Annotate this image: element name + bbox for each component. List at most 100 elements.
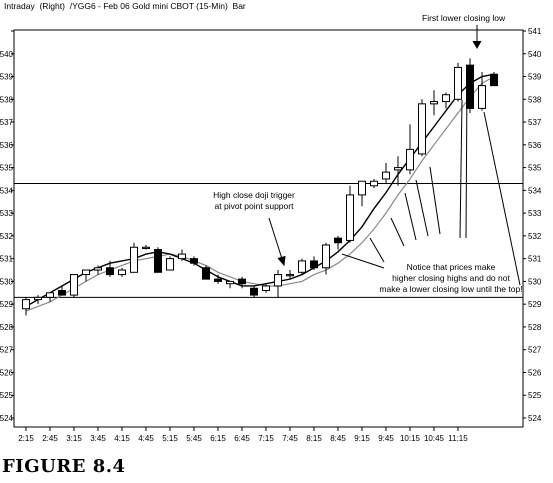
candle — [166, 256, 174, 271]
candle — [178, 249, 186, 261]
candle-body — [70, 274, 78, 296]
candle — [310, 256, 318, 271]
arrow-notice-8 — [465, 81, 468, 239]
y-tick-label-left: 527 — [0, 346, 14, 355]
y-tick-label-right: 527 — [528, 346, 542, 355]
annotation-arrows — [268, 25, 521, 286]
candle-body — [82, 269, 90, 276]
candle-body — [322, 244, 330, 269]
x-tick-label: 10:15 — [400, 434, 421, 443]
y-tick-label-left: 529 — [0, 300, 14, 309]
y-tick-label-right: 524 — [528, 414, 542, 423]
y-tick-label-left: 535 — [0, 164, 14, 173]
header-style: Bar — [232, 1, 246, 11]
candle — [382, 163, 390, 184]
candle — [226, 280, 234, 289]
candle — [202, 265, 210, 280]
annotation-doji-line2: at pivot point support — [214, 201, 294, 211]
y-tick-label-left: 539 — [0, 73, 14, 82]
candle — [106, 260, 114, 277]
y-tick-label-left: 537 — [0, 118, 14, 127]
candle — [322, 242, 330, 275]
x-tick-label: 6:45 — [234, 434, 250, 443]
candle-body — [442, 94, 450, 103]
candle — [298, 258, 306, 275]
candle-body — [454, 66, 462, 100]
moving-average-fast — [25, 73, 495, 308]
candle — [478, 71, 486, 111]
ma-fast-line — [25, 73, 495, 308]
y-tick-label-right: 534 — [528, 186, 542, 195]
x-tick-label: 7:15 — [258, 434, 274, 443]
candle — [238, 276, 246, 289]
header-mode: Intraday — [4, 1, 35, 11]
candle-body — [430, 101, 438, 105]
candle-body — [46, 292, 54, 298]
candle — [190, 256, 198, 266]
arrowhead — [277, 255, 286, 267]
x-tick-label: 11:15 — [448, 434, 468, 443]
arrow-notice-4 — [404, 192, 417, 241]
y-tick-label-right: 528 — [528, 323, 542, 332]
candle-body — [22, 299, 30, 310]
y-tick-label-right: 532 — [528, 232, 542, 241]
candle-body — [262, 285, 270, 292]
candle-body — [310, 260, 318, 269]
candle-body — [34, 296, 42, 301]
y-tick-label-right: 525 — [528, 391, 542, 400]
arrow-doji — [268, 217, 284, 263]
x-tick-label: 3:45 — [90, 434, 106, 443]
candle — [466, 58, 474, 113]
x-tick-label: 2:15 — [18, 434, 34, 443]
candle — [286, 270, 294, 280]
candle-body — [190, 258, 198, 264]
x-tick-label: 2:45 — [42, 434, 58, 443]
candle-body — [214, 278, 222, 282]
candle-body — [106, 267, 114, 276]
candle-body — [406, 148, 414, 171]
x-tick-label: 6:15 — [210, 434, 226, 443]
y-tick-label-right: 538 — [528, 95, 542, 104]
candle-body — [286, 274, 294, 277]
candle-body — [238, 278, 246, 285]
y-tick-label-left: 533 — [0, 209, 14, 218]
candle — [490, 71, 498, 87]
candle — [94, 265, 102, 275]
candle — [358, 180, 366, 207]
x-tick-label: 4:45 — [138, 434, 154, 443]
x-tick-label: 8:45 — [330, 434, 346, 443]
y-tick-label-right: 535 — [528, 164, 542, 173]
y-tick-label-left: 532 — [0, 232, 14, 241]
y-tick-label-left: 528 — [0, 323, 14, 332]
candle — [394, 156, 402, 186]
candle-body — [58, 290, 66, 296]
arrow-notice-5 — [415, 179, 429, 237]
y-tick-label-right: 539 — [528, 73, 542, 82]
candle-body — [334, 237, 342, 244]
y-tick-label-right: 537 — [528, 118, 542, 127]
candle-body — [274, 274, 282, 287]
y-tick-label-right: 530 — [528, 277, 542, 286]
y-tick-label-left: 538 — [0, 95, 14, 104]
y-tick-label-right: 541 — [528, 27, 542, 36]
candle — [118, 267, 126, 277]
candle-body — [466, 64, 474, 109]
y-tick-label-right: 526 — [528, 368, 542, 377]
candle — [262, 283, 270, 293]
candle-body — [94, 267, 102, 271]
y-tick-label-left: 530 — [0, 277, 14, 286]
y-tick-label-right: 533 — [528, 209, 542, 218]
x-tick-label: 9:15 — [354, 434, 370, 443]
candle — [154, 247, 162, 273]
y-tick-label-right: 536 — [528, 141, 542, 150]
y-tick-label-right: 540 — [528, 50, 542, 59]
candle — [430, 90, 438, 116]
candle — [454, 62, 462, 102]
x-tick-label: 8:15 — [306, 434, 322, 443]
candle-body — [478, 85, 486, 109]
y-tick-label-right: 531 — [528, 255, 542, 264]
chart-header: Intraday (Right) /YGG6 - Feb 06 Gold min… — [4, 1, 246, 11]
candle — [70, 274, 78, 298]
candles — [22, 58, 498, 316]
